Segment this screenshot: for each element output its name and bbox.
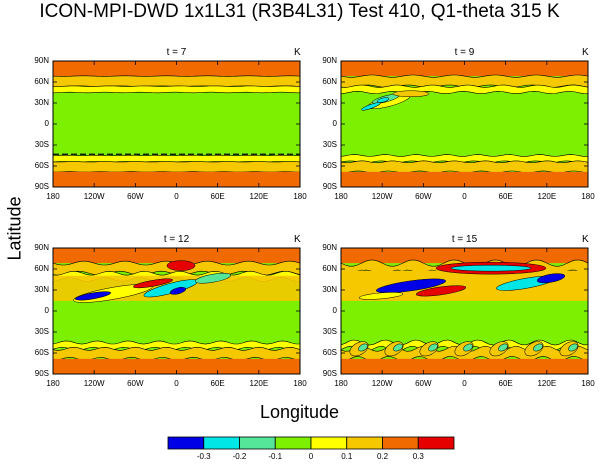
x-tick-label: 180 [293, 379, 307, 388]
y-tick-label: 60S [322, 161, 337, 170]
colorbar-label: -0.3 [196, 452, 211, 461]
colorbar-swatch [310, 436, 348, 450]
x-tick-label: 180 [581, 379, 595, 388]
y-tick-label: 30S [322, 140, 337, 149]
panel-3 [52, 247, 301, 375]
y-tick-label: 60S [34, 348, 49, 357]
x-tick-label: 60E [210, 192, 225, 201]
colorbar-label: -0.1 [268, 452, 283, 461]
x-tick-label: 60W [127, 379, 144, 388]
x-tick-label: 0 [174, 379, 179, 388]
y-tick-label: 90S [322, 182, 337, 191]
colorbar-swatch [382, 436, 419, 450]
y-tick-label: 30N [34, 98, 49, 107]
x-axis-label: Longitude [259, 402, 340, 422]
x-tick-label: 120E [537, 192, 557, 201]
y-tick-label: 30S [34, 140, 49, 149]
y-tick-label: 0 [332, 119, 337, 128]
x-tick-label: 60W [415, 379, 432, 388]
y-tick-label: 90S [34, 369, 49, 378]
x-tick-label: 180 [293, 192, 307, 201]
x-tick-label: 120E [537, 379, 557, 388]
panel-title: t = 15 [451, 234, 478, 245]
colorbar-swatch [274, 436, 312, 450]
y-tick-label: 60N [322, 77, 337, 86]
x-tick-label: 60W [415, 192, 432, 201]
y-tick-label: 30N [322, 285, 337, 294]
x-tick-label: 60W [127, 192, 144, 201]
panel-unit: K [582, 47, 589, 58]
panel-4 [340, 247, 589, 375]
colorbar-swatch [239, 436, 276, 450]
panel-2 [340, 60, 589, 188]
colorbar-label: 0.3 [412, 452, 424, 461]
y-tick-label: 60N [34, 77, 49, 86]
x-tick-label: 180 [334, 379, 348, 388]
colorbar [167, 436, 455, 450]
x-tick-label: 120W [371, 379, 393, 388]
y-tick-label: 90N [322, 56, 337, 65]
x-tick-label: 60E [210, 379, 225, 388]
y-tick-label: 90S [322, 369, 337, 378]
panel-title: t = 9 [454, 47, 475, 58]
x-tick-label: 120W [371, 192, 393, 201]
colorbar-swatch [203, 436, 240, 450]
x-tick-label: 180 [46, 192, 60, 201]
y-tick-label: 30S [322, 327, 337, 336]
panel-unit: K [582, 234, 589, 245]
y-tick-label: 90N [34, 56, 49, 65]
panel-unit: K [294, 234, 301, 245]
y-tick-label: 90N [34, 243, 49, 252]
x-tick-label: 120E [249, 379, 269, 388]
colorbar-swatch [346, 436, 383, 450]
x-tick-label: 180 [581, 192, 595, 201]
y-tick-label: 60S [34, 161, 49, 170]
y-tick-label: 30N [322, 98, 337, 107]
x-tick-label: 60E [498, 379, 513, 388]
x-tick-label: 0 [462, 379, 467, 388]
chart-title: ICON-MPI-DWD 1x1L31 (R3B4L31) Test 410, … [39, 1, 560, 22]
y-tick-label: 30N [34, 285, 49, 294]
x-tick-label: 0 [462, 192, 467, 201]
x-tick-label: 60E [498, 192, 513, 201]
x-tick-label: 120W [83, 379, 105, 388]
x-tick-label: 120W [83, 192, 105, 201]
x-tick-label: 180 [334, 192, 348, 201]
colorbar-label: 0.2 [376, 452, 389, 461]
colorbar-swatch [417, 436, 455, 450]
y-tick-label: 90S [34, 182, 49, 191]
y-tick-label: 90N [322, 243, 337, 252]
colorbar-swatch [167, 436, 205, 450]
y-tick-label: 60S [322, 348, 337, 357]
x-tick-label: 180 [46, 379, 60, 388]
panel-title: t = 7 [166, 47, 187, 58]
panel-title: t = 12 [163, 234, 190, 245]
y-tick-label: 60N [34, 264, 49, 273]
y-tick-label: 30S [34, 327, 49, 336]
x-tick-label: 120E [249, 192, 269, 201]
colorbar-label: -0.2 [232, 452, 247, 461]
panel-unit: K [294, 47, 301, 58]
colorbar-label: 0.1 [341, 452, 353, 461]
panel-1 [52, 60, 301, 188]
y-tick-label: 0 [44, 306, 49, 315]
y-tick-label: 0 [332, 306, 337, 315]
x-tick-label: 0 [174, 192, 179, 201]
y-tick-label: 60N [322, 264, 337, 273]
colorbar-label: 0 [308, 452, 314, 461]
y-tick-label: 0 [44, 119, 49, 128]
